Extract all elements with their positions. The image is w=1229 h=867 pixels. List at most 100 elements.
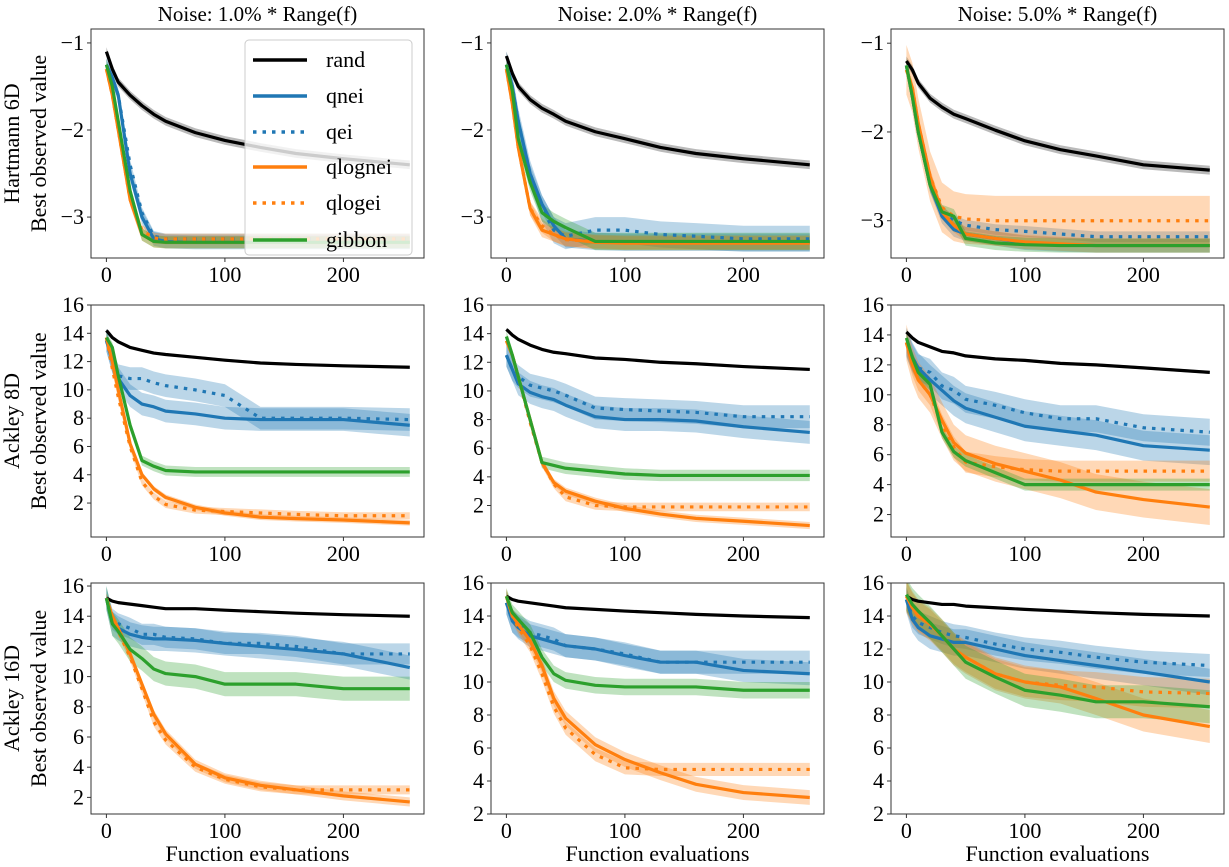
x-tick-label: 200 [1127,262,1160,287]
y-tick-label: 12 [62,633,84,658]
y-tick-label: 10 [62,377,84,402]
x-tick-label: 100 [1008,262,1041,287]
band-qnei [506,343,810,444]
line-qnei [504,354,810,435]
line-rand [505,594,810,620]
line-rand [504,55,810,167]
plot-area [504,51,810,252]
line-qlognei [104,337,410,525]
y-tick-label: −2 [61,117,84,142]
line-gibbon [904,337,1210,487]
y-tick-label: 14 [62,603,84,628]
row-label-function: Ackley 8D [0,373,24,469]
y-tick-label: 10 [462,378,484,403]
y-tick-label: 14 [862,322,884,347]
x-tick-label: 0 [101,541,112,566]
band-qnei [906,327,1210,466]
axes-frame [890,582,1225,815]
y-tick-label: −1 [461,30,484,55]
legend-label-rand: rand [326,47,365,72]
y-tick-label: 16 [62,573,84,598]
line-qei [104,597,410,656]
line-qnei [904,341,1210,452]
y-tick-label: 14 [62,320,84,345]
y-tick-label: 14 [462,603,484,628]
x-tick-label: 0 [501,818,512,843]
plot-area [904,44,1210,253]
legend-label-qnei: qnei [326,83,364,108]
y-tick-label: −3 [61,204,84,229]
y-tick-label: −1 [61,30,84,55]
band-qlogei [906,583,1210,709]
x-tick-label: 100 [208,262,241,287]
band-qei [906,328,1210,446]
y-tick-label: 4 [873,472,884,497]
y-tick-label: 4 [873,768,884,793]
y-tick-label: 10 [462,669,484,694]
y-tick-label: 6 [473,435,484,460]
x-tick-label: 100 [1008,818,1041,843]
y-tick-label: 8 [873,702,884,727]
y-tick-label: 10 [62,664,84,689]
legend-label-qlognei: qlognei [326,154,392,179]
band-qei [106,329,410,431]
band-qnei [106,329,410,437]
plot-area [104,586,411,807]
subplot: 0 100 200 −3 −2 −1 [461,28,825,287]
y-tick-label: 12 [62,349,84,374]
subplot: 0 100 200 −3 −2 −1 [861,28,1225,287]
line-rand [505,328,810,372]
band-qnei [106,586,410,680]
line-gibbon [105,336,410,474]
y-tick-label: 12 [862,636,884,661]
x-tick-label: 200 [327,262,360,287]
subplot: 0 100 200 2 4 6 8 10 12 14 16 [462,292,825,566]
line-qei [904,598,1210,668]
band-rand [506,51,810,170]
column-title: Noise: 2.0% * Range(f) [558,2,757,26]
y-tick-label: −1 [861,30,884,55]
x-axis-label: Function evaluations [966,841,1150,866]
y-tick-label: 8 [873,412,884,437]
axes-frame [890,28,1225,259]
line-rand [905,594,1210,618]
row-label-function: Ackley 16D [0,645,24,752]
line-gibbon [504,64,810,244]
band-qei [906,587,1210,678]
y-tick-label: 8 [473,702,484,727]
line-qei [504,64,810,241]
y-tick-label: −2 [861,119,884,144]
axes-frame [490,304,825,538]
plot-area [904,583,1211,744]
legend-label-qei: qei [326,119,353,144]
x-tick-label: 100 [1008,541,1041,566]
x-tick-label: 200 [727,818,760,843]
subplot: 0 100 200 2 4 6 8 10 12 14 16 [62,573,425,843]
y-tick-label: 16 [462,570,484,595]
x-tick-label: 200 [327,541,360,566]
y-tick-label: 12 [462,636,484,661]
x-tick-label: 0 [901,262,912,287]
band-qlogei [906,44,1210,246]
band-gibbon [906,583,1210,724]
plot-area [504,327,810,530]
y-tick-label: 14 [862,603,884,628]
line-qei [904,341,1210,434]
y-tick-label: 4 [473,464,484,489]
line-rand [105,596,410,618]
legend-box [244,39,413,256]
band-qei [106,587,410,665]
x-tick-label: 0 [101,818,112,843]
band-gibbon [506,587,810,699]
x-tick-label: 200 [327,818,360,843]
x-tick-label: 100 [608,541,641,566]
line-gibbon [504,595,810,692]
band-qei [506,51,810,252]
plot-area [904,324,1210,526]
x-tick-label: 0 [501,262,512,287]
band-qlogei [906,331,1210,482]
axes-frame [890,304,1225,538]
line-qlognei [104,597,410,804]
x-axis-label: Function evaluations [566,841,750,866]
line-gibbon [904,65,1210,248]
